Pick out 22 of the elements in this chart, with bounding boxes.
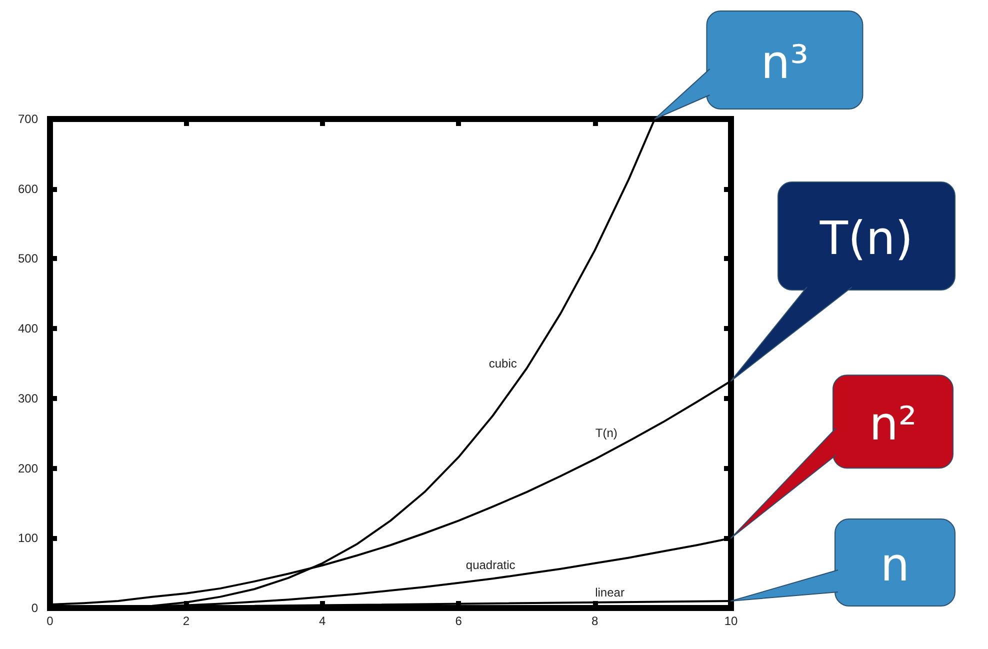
y-tick-label: 400 [18,322,38,336]
series-label: linear [595,585,624,600]
series-label: quadratic [466,558,516,572]
series-label: cubic [488,356,517,371]
y-tick-label: 200 [18,461,38,476]
x-tick-label: 10 [724,614,738,628]
y-tick-label: 600 [18,182,38,196]
x-tick-label: 6 [455,614,462,628]
y-tick-label: 500 [18,252,38,266]
text: T(n) [818,210,914,265]
y-tick-label: 300 [18,391,38,406]
x-tick-label: 4 [319,614,326,628]
y-tick-label: 700 [18,112,38,126]
x-tick-label: 2 [182,614,190,628]
x-tick-label: 8 [591,614,598,628]
text: n³ [760,35,809,89]
y-tick-label: 100 [18,531,38,546]
y-tick-label: 0 [31,601,38,615]
text: n [880,538,910,592]
x-tick-label: 0 [46,614,54,628]
series-label: T(n) [595,426,618,440]
text: n² [869,396,917,451]
